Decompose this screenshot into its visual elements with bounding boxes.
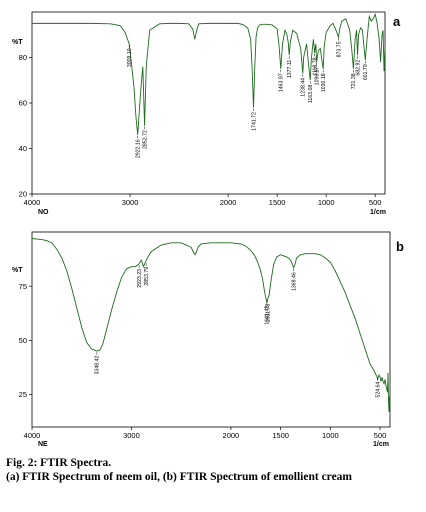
panel-b-peak-label: 1369.46	[291, 272, 297, 291]
panel-a-plot-frame	[31, 11, 386, 195]
panel-b-x-tick-label: 2000	[223, 431, 240, 440]
panel-b-peak-label: 2923.23	[137, 269, 143, 288]
panel-b-peak-label: 1631.78	[265, 304, 271, 323]
ftir-panel-neem-oil: a %T NO 1/cm 20 40 60 80 4000 3000 2000 1500 10…	[12, 11, 401, 216]
panel-a-peak-label: 1163.08	[308, 85, 314, 103]
panel-a-peak-label: 1377.11	[287, 60, 293, 78]
panel-a-peak-label: 873.75	[336, 41, 342, 57]
panel-a-y-tick-label: 20	[19, 190, 27, 199]
panel-b-peak-label: 1641.42	[264, 306, 270, 325]
panel-a-x-tick-label: 2000	[220, 198, 237, 207]
panel-a-x-tick-label: 1500	[269, 198, 286, 207]
panel-b-peak-label: 2853.79	[144, 267, 150, 286]
panel-a-peak-label: 1741.72	[251, 112, 257, 131]
panel-a-letter: a	[393, 14, 401, 29]
panel-a-peak-label: 1098.87	[314, 66, 320, 85]
panel-a-y-tick-label: 40	[19, 144, 27, 153]
panel-a-x-tick-label: 500	[369, 198, 382, 207]
panel-a-peak-label: 682.92	[355, 60, 361, 76]
panel-b-x-unit: 1/cm	[373, 441, 389, 448]
panel-a-y-tick-label: 80	[19, 53, 27, 62]
panel-a-peak-label: 1030.18	[321, 73, 327, 92]
panel-a-y-unit: %T	[12, 39, 23, 46]
panel-b-x-tick-label: 1000	[322, 431, 339, 440]
panel-b-sample-code: NE	[38, 441, 48, 448]
panel-a-peak-label: 2922.16	[136, 139, 142, 158]
panel-a-x-tick-label: 1000	[318, 198, 335, 207]
panel-b-peak-label: 524.64	[375, 382, 381, 398]
caption-title: Fig. 2: FTIR Spectra.	[6, 457, 112, 469]
ftir-panel-emollient-cream: b %T NE 1/cm 25 50 75 4000 3000 2000 1500 1000…	[12, 231, 404, 448]
panel-a-peak-label: 1118.78	[312, 57, 318, 75]
panel-b-x-tick-label: 4000	[24, 431, 41, 440]
panel-a-peak-label: 2852.72	[142, 130, 148, 149]
panel-b-y-tick-label: 50	[19, 336, 27, 345]
panel-a-x-tick-label: 4000	[24, 198, 41, 207]
panel-a-peak-label: 3009.10	[127, 48, 133, 67]
panel-b-peak-label: 3348.42	[95, 356, 101, 375]
caption-detail: (a) FTIR Spectrum of neem oil, (b) FTIR …	[6, 470, 352, 483]
panel-b-y-tick-label: 25	[19, 390, 27, 399]
panel-b-x-tick-label: 3000	[123, 431, 140, 440]
panel-a-x-unit: 1/cm	[370, 209, 386, 216]
figure-caption: Fig. 2: FTIR Spectra. (a) FTIR Spectrum …	[6, 457, 424, 484]
panel-a-peak-label: 721.38	[351, 73, 357, 89]
panel-a-spectrum-line	[32, 12, 386, 135]
panel-a-peak-label: 1463.97	[279, 73, 285, 92]
panel-a-y-tick-label: 60	[19, 99, 27, 108]
panel-a-peak-label: 1238.44	[301, 78, 307, 97]
panel-b-plot-frame	[31, 231, 391, 428]
panel-b-y-unit: %T	[12, 267, 23, 274]
panel-b-y-tick-label: 75	[19, 282, 27, 291]
panel-b-letter: b	[396, 239, 404, 254]
panel-a-sample-code: NO	[38, 209, 49, 216]
panel-b-x-tick-label: 1500	[272, 431, 289, 440]
panel-a-x-tick-label: 3000	[122, 198, 139, 207]
panel-a-peak-label: 601.79	[363, 64, 369, 80]
panel-b-x-tick-label: 500	[374, 431, 387, 440]
panel-b-spectrum-line	[31, 238, 391, 412]
